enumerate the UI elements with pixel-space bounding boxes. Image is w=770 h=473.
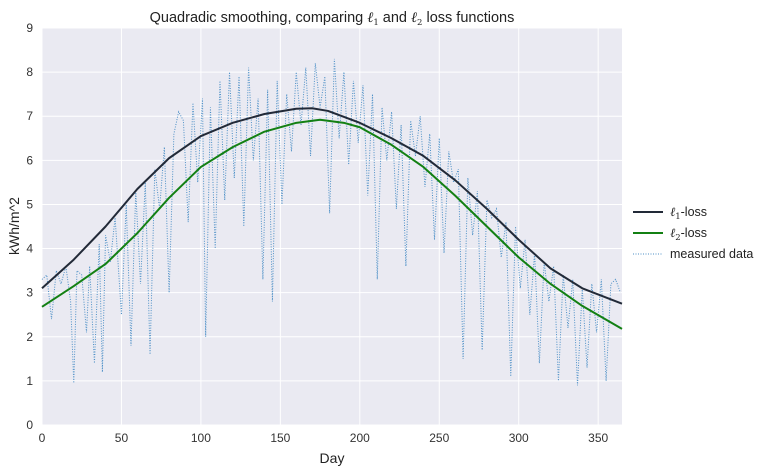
x-tick-label: 100 bbox=[191, 431, 211, 445]
legend-label-measured: measured data bbox=[670, 247, 753, 261]
y-axis-ticks: 0 1 2 3 4 5 6 7 8 9 bbox=[26, 21, 33, 432]
x-axis-ticks: 0 50 100 150 200 250 300 350 bbox=[39, 431, 609, 445]
y-tick-label: 6 bbox=[26, 153, 33, 167]
x-tick-label: 150 bbox=[270, 431, 290, 445]
x-tick-label: 300 bbox=[509, 431, 529, 445]
y-tick-label: 5 bbox=[26, 197, 33, 211]
grid bbox=[41, 27, 622, 426]
chart-title: Quadradic smoothing, comparing ℓ1 and ℓ2… bbox=[150, 10, 515, 28]
x-tick-label: 50 bbox=[115, 431, 129, 445]
y-tick-label: 8 bbox=[26, 65, 33, 79]
y-tick-label: 4 bbox=[26, 242, 33, 256]
x-tick-label: 200 bbox=[350, 431, 370, 445]
y-axis-label: kWh/m^2 bbox=[6, 197, 22, 255]
legend: ℓ1-loss ℓ2-loss measured data bbox=[633, 204, 753, 261]
y-tick-label: 9 bbox=[26, 21, 33, 35]
x-axis-label: Day bbox=[320, 450, 345, 466]
legend-label-l2: ℓ2-loss bbox=[670, 225, 707, 243]
y-tick-label: 1 bbox=[26, 374, 33, 388]
y-tick-label: 2 bbox=[26, 330, 33, 344]
y-tick-label: 0 bbox=[26, 418, 33, 432]
series-line-l2 bbox=[41, 118, 623, 330]
x-tick-label: 250 bbox=[429, 431, 449, 445]
series-line-l1 bbox=[41, 107, 623, 305]
legend-label-l1: ℓ1-loss bbox=[670, 204, 707, 222]
plot-area bbox=[41, 58, 623, 386]
y-tick-label: 3 bbox=[26, 286, 33, 300]
series-line-measured bbox=[41, 58, 621, 386]
x-tick-label: 0 bbox=[39, 431, 46, 445]
plot-background bbox=[42, 28, 622, 425]
x-tick-label: 350 bbox=[588, 431, 608, 445]
y-tick-label: 7 bbox=[26, 109, 33, 123]
